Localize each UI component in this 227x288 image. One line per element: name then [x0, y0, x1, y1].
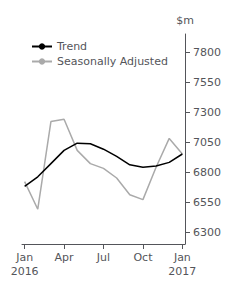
- svg-text:Apr: Apr: [55, 251, 75, 264]
- svg-text:Oct: Oct: [133, 251, 153, 264]
- svg-text:6300: 6300: [193, 226, 221, 239]
- svg-text:Jan: Jan: [173, 251, 191, 264]
- svg-text:7550: 7550: [193, 76, 221, 89]
- svg-text:7300: 7300: [193, 106, 221, 119]
- svg-text:Jul: Jul: [96, 251, 110, 264]
- svg-text:6800: 6800: [193, 166, 221, 179]
- svg-text:7050: 7050: [193, 136, 221, 149]
- svg-text:2017: 2017: [168, 265, 196, 278]
- svg-text:7800: 7800: [193, 46, 221, 59]
- svg-text:Trend: Trend: [56, 40, 87, 53]
- svg-text:Jan: Jan: [15, 251, 33, 264]
- svg-text:Seasonally Adjusted: Seasonally Adjusted: [57, 55, 168, 68]
- svg-text:$m: $m: [176, 14, 194, 27]
- svg-text:2016: 2016: [11, 265, 39, 278]
- svg-text:6550: 6550: [193, 196, 221, 209]
